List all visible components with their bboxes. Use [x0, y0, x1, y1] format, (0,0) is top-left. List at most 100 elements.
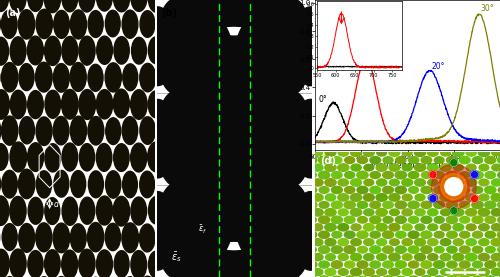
- Circle shape: [402, 254, 412, 260]
- Circle shape: [485, 216, 496, 223]
- Circle shape: [344, 157, 354, 163]
- Circle shape: [460, 201, 470, 208]
- Circle shape: [306, 261, 317, 268]
- Circle shape: [389, 194, 400, 201]
- Circle shape: [370, 276, 381, 277]
- Circle shape: [191, 116, 206, 144]
- Circle shape: [396, 261, 406, 268]
- Polygon shape: [198, 251, 270, 277]
- Polygon shape: [198, 158, 270, 242]
- Circle shape: [184, 91, 198, 118]
- Circle shape: [408, 261, 419, 268]
- Circle shape: [28, 198, 43, 224]
- Circle shape: [226, 116, 242, 144]
- Circle shape: [306, 142, 316, 149]
- Circle shape: [484, 201, 496, 209]
- Circle shape: [440, 224, 451, 231]
- Circle shape: [440, 194, 451, 201]
- Circle shape: [318, 156, 330, 164]
- Circle shape: [45, 198, 60, 224]
- Circle shape: [396, 216, 406, 224]
- Circle shape: [122, 10, 138, 38]
- Circle shape: [421, 142, 432, 149]
- Circle shape: [28, 251, 43, 277]
- Circle shape: [428, 224, 438, 230]
- Circle shape: [408, 246, 419, 253]
- Circle shape: [324, 223, 336, 231]
- Circle shape: [454, 164, 463, 171]
- Circle shape: [491, 194, 500, 201]
- Circle shape: [208, 10, 224, 38]
- Circle shape: [96, 0, 112, 11]
- Circle shape: [402, 149, 412, 156]
- Circle shape: [122, 117, 138, 145]
- Circle shape: [466, 164, 476, 171]
- Circle shape: [200, 89, 216, 119]
- Circle shape: [376, 224, 388, 231]
- Circle shape: [396, 276, 406, 277]
- Circle shape: [0, 143, 8, 170]
- Circle shape: [350, 209, 362, 216]
- Circle shape: [479, 179, 489, 186]
- Circle shape: [453, 253, 464, 261]
- Circle shape: [18, 169, 35, 199]
- Circle shape: [10, 249, 26, 277]
- Circle shape: [395, 171, 406, 179]
- Circle shape: [338, 149, 348, 156]
- Circle shape: [306, 157, 317, 164]
- Circle shape: [382, 276, 394, 277]
- Circle shape: [414, 179, 426, 186]
- Circle shape: [485, 142, 496, 149]
- Circle shape: [36, 223, 52, 252]
- Circle shape: [389, 268, 400, 276]
- Circle shape: [226, 223, 241, 251]
- Circle shape: [466, 224, 476, 230]
- Circle shape: [338, 239, 348, 246]
- Circle shape: [300, 179, 310, 186]
- Circle shape: [350, 194, 362, 201]
- Circle shape: [350, 268, 362, 276]
- Circle shape: [498, 231, 500, 238]
- Circle shape: [20, 117, 34, 144]
- Circle shape: [358, 217, 368, 223]
- Circle shape: [318, 276, 330, 277]
- Circle shape: [472, 276, 483, 277]
- Circle shape: [182, 250, 198, 277]
- Circle shape: [370, 142, 380, 148]
- Circle shape: [486, 246, 495, 253]
- Circle shape: [62, 89, 78, 119]
- Circle shape: [338, 194, 348, 201]
- Circle shape: [174, 9, 190, 38]
- Circle shape: [45, 90, 60, 118]
- Circle shape: [140, 63, 156, 92]
- Circle shape: [200, 37, 216, 64]
- Circle shape: [344, 141, 356, 149]
- Circle shape: [300, 268, 310, 276]
- Circle shape: [226, 9, 242, 38]
- Circle shape: [454, 239, 464, 246]
- Circle shape: [62, 250, 78, 277]
- Circle shape: [208, 116, 224, 145]
- Circle shape: [364, 179, 374, 186]
- Circle shape: [402, 209, 412, 216]
- Text: $\bar{\varepsilon}_s$: $\bar{\varepsilon}_s$: [172, 250, 182, 264]
- Circle shape: [217, 143, 233, 172]
- Circle shape: [114, 37, 130, 64]
- Circle shape: [325, 238, 336, 246]
- Circle shape: [80, 197, 95, 224]
- Circle shape: [332, 171, 342, 179]
- Circle shape: [192, 64, 206, 91]
- Circle shape: [10, 0, 26, 12]
- Circle shape: [70, 116, 86, 145]
- Circle shape: [114, 144, 129, 171]
- Circle shape: [326, 194, 336, 201]
- Circle shape: [376, 164, 387, 171]
- Circle shape: [479, 194, 489, 201]
- Circle shape: [390, 179, 400, 186]
- Circle shape: [453, 209, 464, 216]
- Circle shape: [484, 186, 496, 194]
- Circle shape: [364, 164, 374, 171]
- Circle shape: [338, 224, 348, 231]
- Circle shape: [390, 239, 400, 245]
- Circle shape: [421, 157, 432, 164]
